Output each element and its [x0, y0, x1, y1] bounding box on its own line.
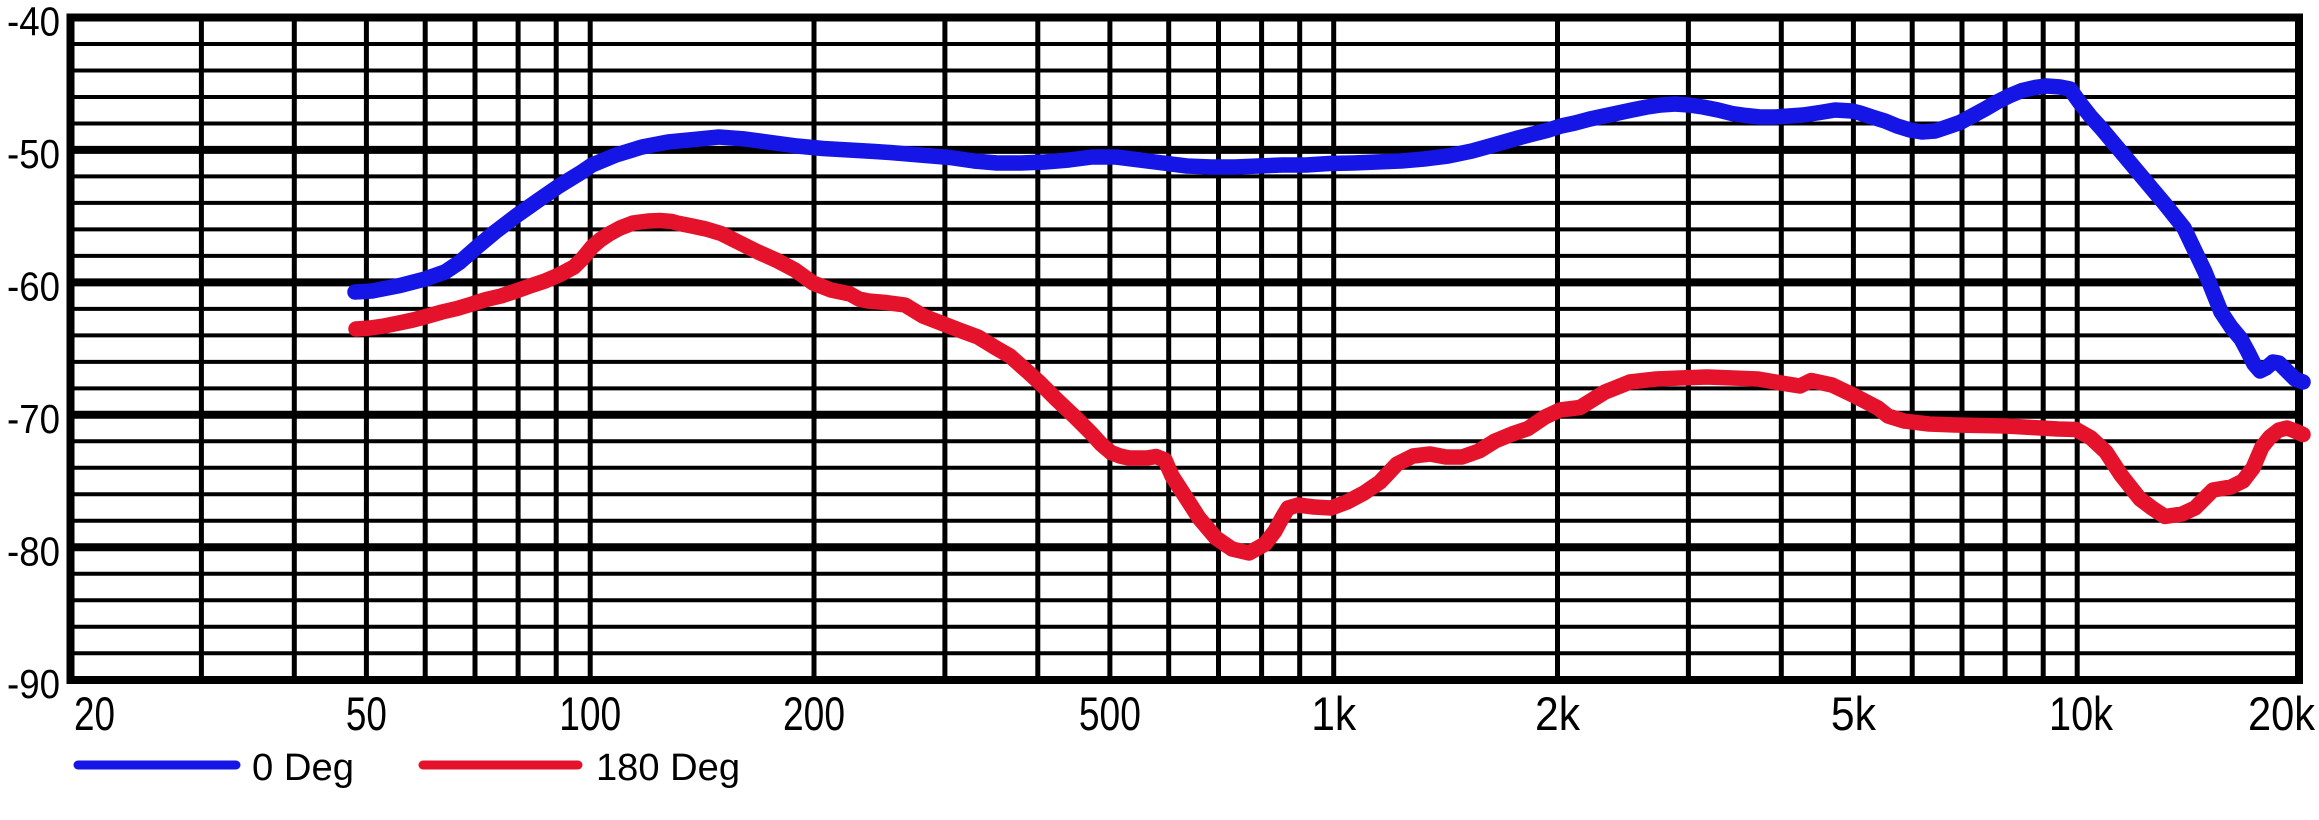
svg-text:2k: 2k: [1535, 687, 1580, 740]
svg-text:0 Deg: 0 Deg: [252, 747, 354, 789]
svg-text:1k: 1k: [1311, 687, 1356, 740]
svg-text:-80: -80: [7, 528, 60, 574]
svg-text:200: 200: [783, 687, 845, 740]
svg-text:-40: -40: [7, 0, 60, 45]
svg-text:5k: 5k: [1831, 687, 1876, 740]
svg-text:-70: -70: [7, 396, 60, 442]
svg-text:-50: -50: [7, 131, 60, 177]
svg-text:10k: 10k: [2049, 687, 2113, 740]
svg-text:50: 50: [346, 687, 387, 740]
svg-text:180 Deg: 180 Deg: [596, 747, 740, 789]
svg-text:20k: 20k: [2248, 687, 2315, 740]
svg-text:-60: -60: [7, 263, 60, 309]
svg-text:20: 20: [74, 687, 115, 740]
svg-text:500: 500: [1079, 687, 1141, 740]
svg-text:-90: -90: [7, 661, 60, 707]
svg-text:100: 100: [559, 687, 621, 740]
